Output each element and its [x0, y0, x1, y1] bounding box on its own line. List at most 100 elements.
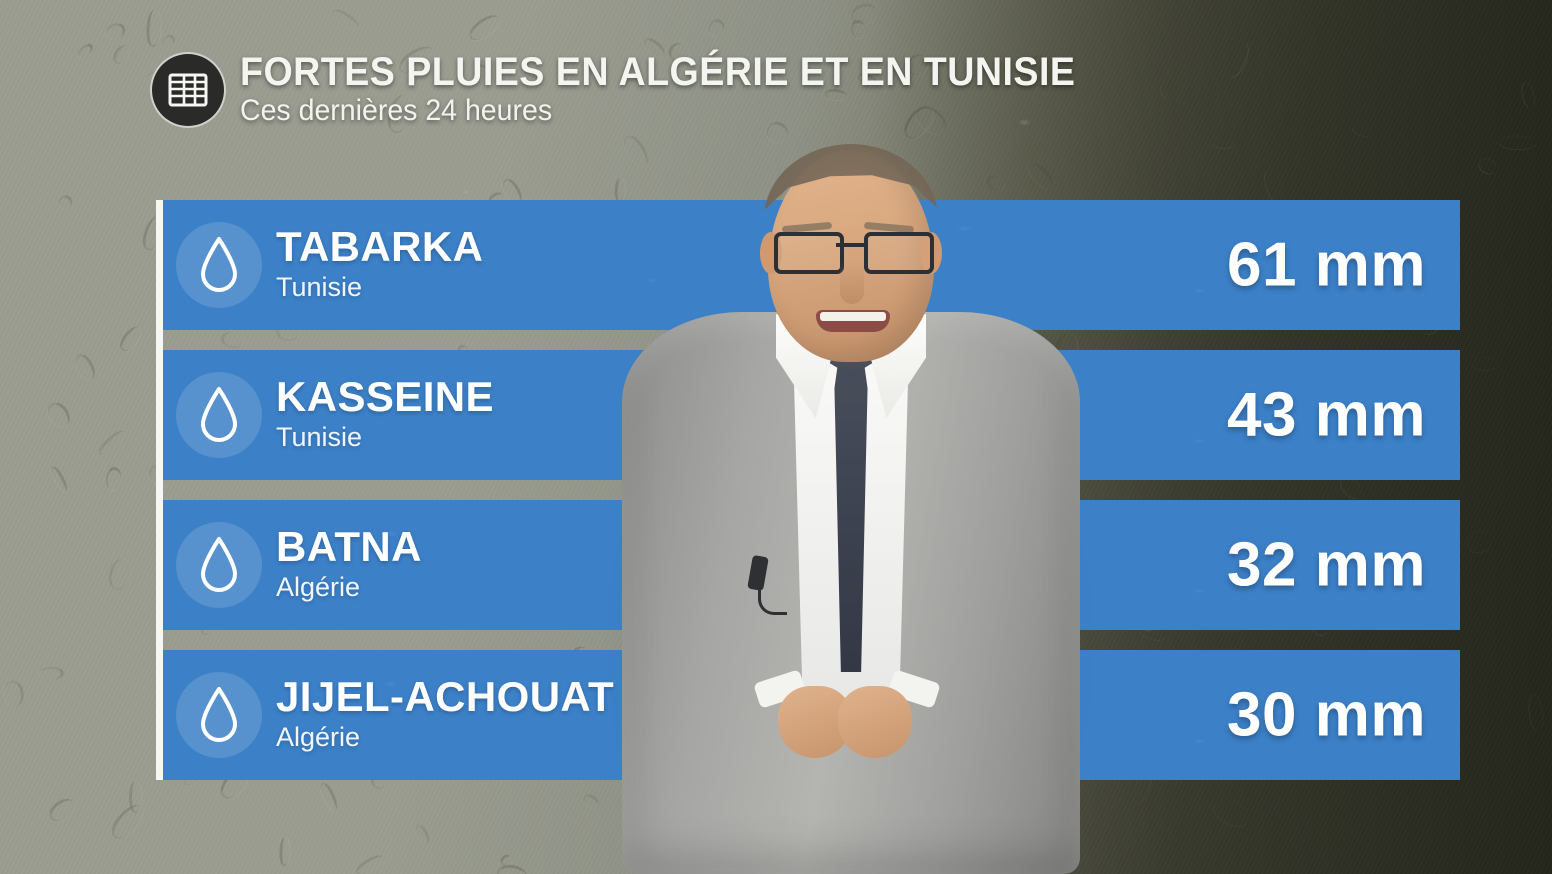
raindrop: [581, 792, 602, 811]
raindrop: [75, 41, 96, 62]
table-chart-icon: [150, 52, 226, 128]
raindrop: [475, 446, 504, 469]
page-title: FORTES PLUIES EN ALGÉRIE ET EN TUNISIE: [240, 50, 1076, 94]
raindrop: [215, 764, 252, 804]
raindrop: [43, 398, 75, 431]
raindrop: [145, 9, 162, 48]
raindrop: [55, 192, 75, 212]
raindrop: [1300, 419, 1331, 449]
raindrop: [219, 330, 245, 350]
glasses-bridge: [836, 243, 866, 247]
raindrop: [1401, 647, 1413, 686]
raindrop: [1101, 259, 1128, 296]
raindrop: [1417, 423, 1450, 435]
raindrop: [258, 507, 271, 528]
raindrop: [1372, 411, 1412, 446]
raindrop: [1158, 83, 1174, 101]
raindrop: [1520, 80, 1538, 109]
raindrop: [467, 272, 485, 286]
raindrop: [705, 15, 728, 39]
raindrop: [353, 851, 386, 874]
glasses-lens-right: [864, 232, 934, 274]
raindrop: [145, 459, 178, 490]
raindrop: [105, 557, 135, 594]
microphone-wire: [758, 584, 787, 615]
raindrop: [1408, 237, 1450, 272]
raindrop: [116, 323, 144, 354]
raindrop: [1151, 222, 1173, 238]
raindrop: [1208, 129, 1236, 150]
raindrop: [413, 822, 433, 847]
raindrop: [45, 794, 79, 826]
raindrop: [104, 466, 123, 491]
raindrop: [532, 452, 561, 482]
raindrop: [1337, 472, 1366, 502]
raindrop: [1103, 583, 1124, 622]
raindrop: [180, 760, 212, 789]
raindrop: [110, 42, 133, 67]
raindrop: [1261, 166, 1288, 205]
raindrop: [465, 710, 486, 735]
raindrop: [306, 271, 331, 294]
raindrop: [1476, 154, 1500, 177]
raindrop: [71, 350, 99, 384]
raindrop: [1209, 792, 1254, 831]
raindrop: [1136, 616, 1171, 643]
raindrop: [228, 692, 253, 719]
raindrop: [1499, 134, 1537, 150]
raindrop: [2, 679, 26, 708]
raindrop: [106, 800, 148, 844]
raindrop: [188, 705, 215, 743]
raindrop: [275, 321, 300, 342]
raindrop: [1254, 538, 1285, 565]
raindrop: [1183, 603, 1201, 625]
raindrop: [455, 342, 474, 364]
raindrop: [1176, 515, 1214, 552]
raindrop: [495, 862, 529, 874]
raindrop: [102, 20, 128, 42]
raindrop: [464, 10, 504, 45]
raindrop: [1193, 738, 1216, 761]
raindrop: [1350, 120, 1374, 139]
raindrop: [48, 463, 70, 493]
raindrop: [139, 214, 167, 253]
raindrop: [1464, 528, 1494, 555]
raindrop: [1233, 297, 1274, 328]
raindrop: [1221, 39, 1252, 81]
raindrop: [569, 642, 599, 670]
raindrop: [304, 545, 336, 584]
raindrop: [517, 389, 547, 405]
raindrop: [1311, 611, 1332, 637]
raindrop: [214, 241, 230, 264]
raindrop: [1417, 304, 1450, 339]
raindrop: [1124, 764, 1156, 808]
header: FORTES PLUIES EN ALGÉRIE ET EN TUNISIE C…: [150, 50, 1129, 128]
raindrop: [306, 499, 339, 528]
raindrop: [1356, 580, 1379, 602]
raindrop: [95, 427, 128, 459]
raindrop: [388, 671, 421, 700]
raindrop: [457, 670, 479, 686]
raindrop: [197, 607, 230, 640]
raindrop: [1527, 694, 1546, 733]
raindrop: [367, 760, 392, 791]
raindrop: [1216, 719, 1243, 747]
raindrop: [172, 585, 203, 617]
glasses-lens-left: [774, 232, 844, 274]
raindrop: [1472, 355, 1499, 371]
presenter-teeth: [820, 312, 886, 321]
presenter-mouth: [816, 310, 890, 332]
raindrop: [156, 554, 176, 573]
raindrop: [1433, 221, 1451, 236]
header-text-block: FORTES PLUIES EN ALGÉRIE ET EN TUNISIE C…: [240, 50, 1129, 128]
raindrop: [426, 668, 450, 704]
raindrop: [38, 666, 64, 681]
presenter-nose: [840, 262, 864, 304]
presenter-hand-right: [838, 686, 912, 758]
raindrop: [318, 780, 341, 813]
page-subtitle: Ces dernières 24 heures: [240, 94, 553, 127]
raindrop: [1252, 270, 1289, 305]
raindrop: [194, 647, 231, 681]
raindrop: [329, 5, 362, 33]
